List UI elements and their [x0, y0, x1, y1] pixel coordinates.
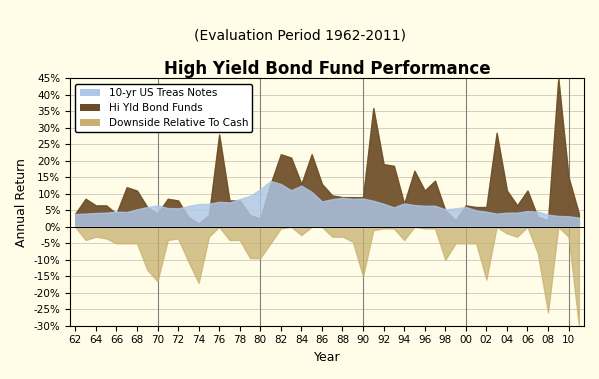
Text: (Evaluation Period 1962-2011): (Evaluation Period 1962-2011)	[193, 29, 406, 43]
Title: High Yield Bond Fund Performance: High Yield Bond Fund Performance	[164, 61, 491, 78]
Y-axis label: Annual Return: Annual Return	[15, 158, 28, 246]
X-axis label: Year: Year	[314, 351, 340, 364]
Legend: 10-yr US Treas Notes, Hi Yld Bond Funds, Downside Relative To Cash: 10-yr US Treas Notes, Hi Yld Bond Funds,…	[75, 84, 252, 132]
